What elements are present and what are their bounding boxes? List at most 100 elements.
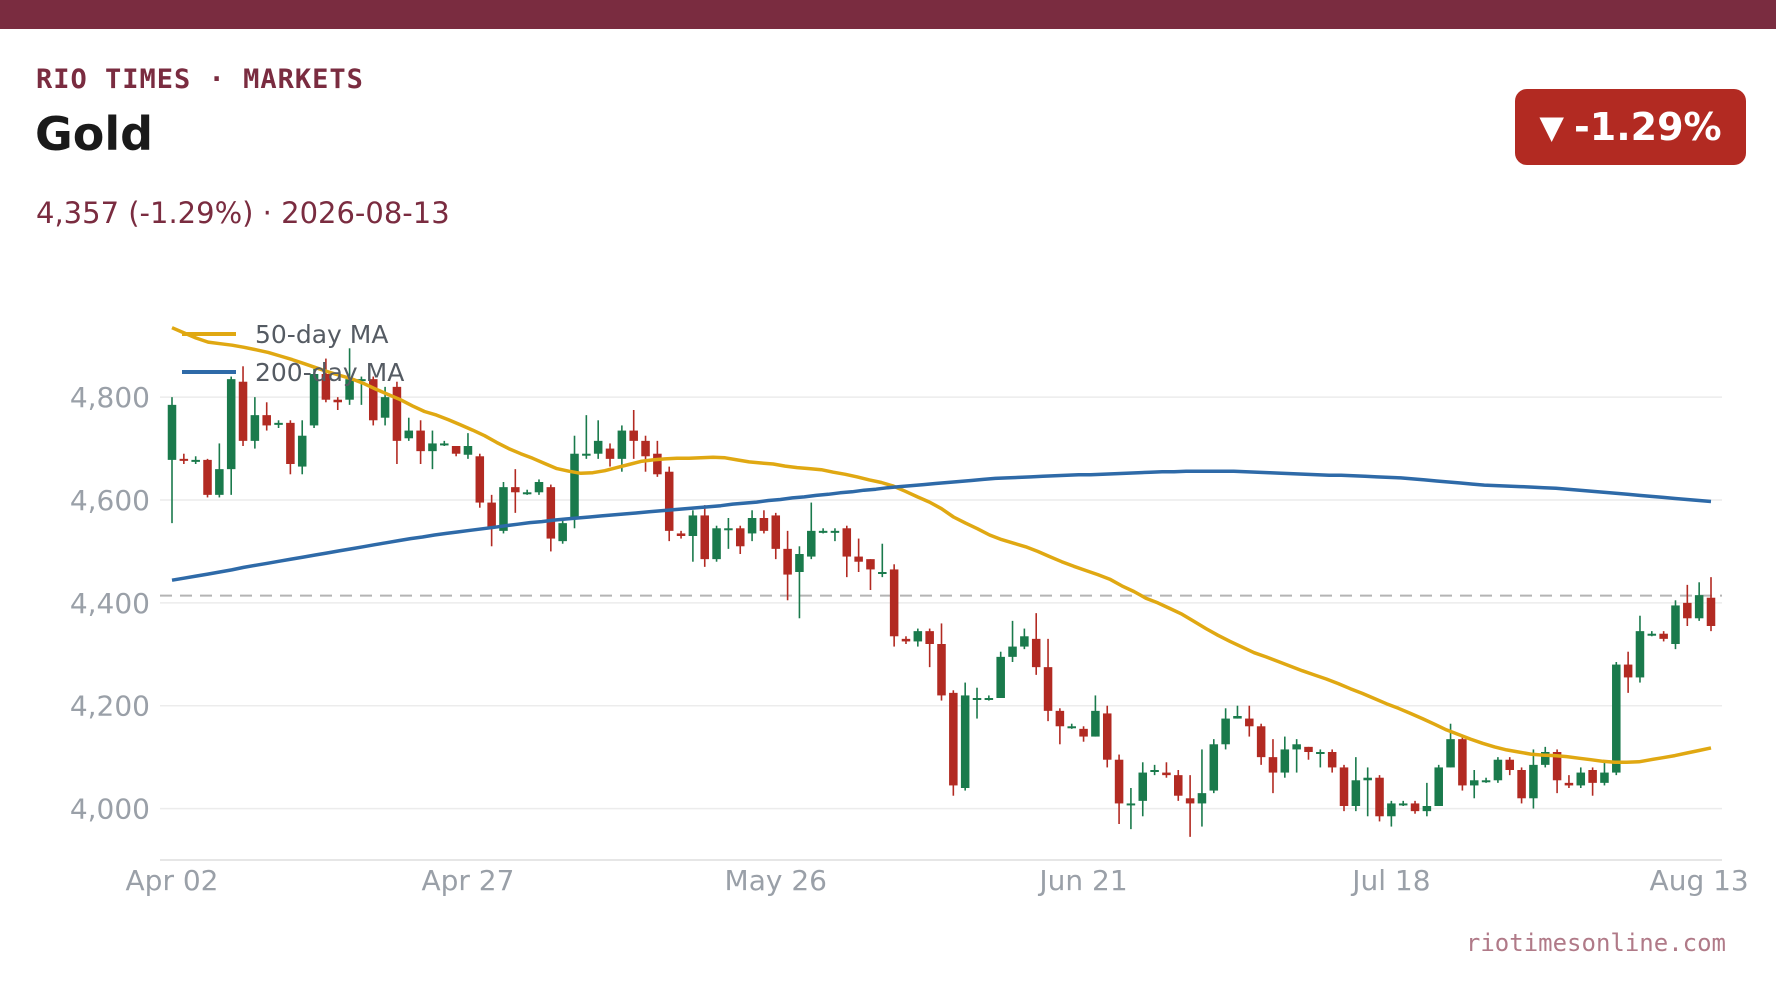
candle-body xyxy=(1351,780,1361,806)
candle-body xyxy=(1671,605,1680,644)
candle-body xyxy=(1055,710,1065,727)
x-tick-label: Aug 13 xyxy=(1650,864,1749,897)
candle-body xyxy=(416,430,425,452)
x-tick-label: May 26 xyxy=(725,864,827,897)
y-tick-label: 4,400 xyxy=(70,587,150,620)
candle-body xyxy=(451,446,461,454)
price-subtitle: 4,357 (-1.29%) · 2026-08-13 xyxy=(36,196,450,230)
candle-body xyxy=(913,631,923,642)
candle-body xyxy=(1209,744,1219,791)
candle-body xyxy=(1505,759,1515,770)
candle-body xyxy=(534,482,544,493)
candle-body xyxy=(653,453,662,475)
candle-body xyxy=(1552,752,1562,781)
candle-body xyxy=(1387,803,1396,817)
source-credit: riotimesonline.com xyxy=(1465,929,1726,957)
candle-body xyxy=(582,453,591,456)
candle-body xyxy=(1138,772,1148,801)
candle-body xyxy=(357,379,366,382)
candle-body xyxy=(179,458,189,461)
candle-body xyxy=(1245,718,1254,727)
y-tick-label: 4,600 xyxy=(70,484,150,517)
candle-body xyxy=(1126,803,1136,806)
candle-body xyxy=(1410,803,1420,812)
candle-body xyxy=(1079,728,1088,737)
candle-body xyxy=(830,530,840,533)
moving-average-layer xyxy=(171,326,1712,765)
candle-body xyxy=(1233,716,1242,719)
candle-body xyxy=(487,502,496,529)
axis-layer: 4,000 4,200 4,400 4,600 4,800 Apr 02 Apr 27 May… xyxy=(70,381,1749,897)
candle-body xyxy=(1363,777,1372,781)
candle-body xyxy=(629,430,638,441)
y-tick-label: 4,200 xyxy=(70,690,150,723)
candle-body xyxy=(972,698,982,700)
candle-body xyxy=(286,422,295,464)
candle-body xyxy=(925,631,934,644)
ma50-line xyxy=(171,326,1712,765)
legend-label: 200-day MA xyxy=(255,358,404,387)
candle-body xyxy=(771,515,781,549)
candle-body xyxy=(1327,752,1337,768)
candle-body xyxy=(842,528,852,557)
candle-body xyxy=(475,456,485,503)
candle-body xyxy=(262,415,271,426)
candle-body xyxy=(226,379,236,470)
candle-body xyxy=(1339,767,1349,806)
candle-body xyxy=(854,556,863,562)
candle-body xyxy=(167,404,177,460)
candle-body xyxy=(807,530,816,557)
candle-body xyxy=(1114,759,1124,804)
candle-body xyxy=(889,569,899,637)
candle-body xyxy=(996,656,1005,698)
candle-body xyxy=(1375,777,1384,817)
legend: 50-day MA 200-day MA xyxy=(182,320,404,387)
candle-body xyxy=(593,440,603,454)
x-tick-label: Apr 02 xyxy=(126,864,219,897)
candle-body xyxy=(605,448,615,459)
candle-body xyxy=(735,528,745,547)
candle-body xyxy=(901,638,911,642)
candle-body xyxy=(1268,757,1278,773)
candle-body xyxy=(949,692,958,786)
candle-body xyxy=(878,572,887,574)
candle-body xyxy=(676,533,686,536)
candle-body xyxy=(1031,638,1041,668)
candle-body xyxy=(1612,664,1621,773)
candle-body xyxy=(641,440,650,457)
candle-body xyxy=(1458,739,1467,786)
candle-body xyxy=(1647,633,1657,636)
y-tick-label: 4,800 xyxy=(70,381,150,414)
candle-body xyxy=(960,695,970,788)
candle-body xyxy=(1529,764,1538,799)
candle-body xyxy=(1694,595,1704,619)
candle-body xyxy=(747,518,757,534)
candle-body xyxy=(321,374,331,400)
candle-body xyxy=(191,459,200,462)
candle-body xyxy=(1067,726,1076,729)
candle-body xyxy=(1659,633,1668,639)
candle-body xyxy=(499,487,508,531)
candle-body xyxy=(309,374,319,426)
candle-body xyxy=(440,443,449,446)
candle-body xyxy=(1150,770,1159,772)
candle-body xyxy=(345,379,354,400)
candle-body xyxy=(1020,636,1029,647)
ma200-line xyxy=(171,469,1712,582)
brand-label: RIO TIMES · MARKETS xyxy=(36,64,364,95)
candle-body xyxy=(522,492,532,495)
change-badge: ▼ -1.29% xyxy=(1515,89,1746,165)
down-triangle-icon: ▼ xyxy=(1539,108,1564,146)
candle-body xyxy=(1398,803,1408,806)
candle-body xyxy=(1422,806,1432,812)
candle-body xyxy=(617,430,627,459)
candle-body xyxy=(546,487,556,539)
candle-body xyxy=(1434,767,1443,806)
candle-body xyxy=(1043,667,1053,711)
candle-body xyxy=(215,469,224,495)
candle-body xyxy=(404,430,414,439)
candle-body xyxy=(1623,664,1633,678)
candle-body xyxy=(795,554,804,572)
candle-body xyxy=(558,523,567,542)
candle-body xyxy=(1517,770,1526,799)
